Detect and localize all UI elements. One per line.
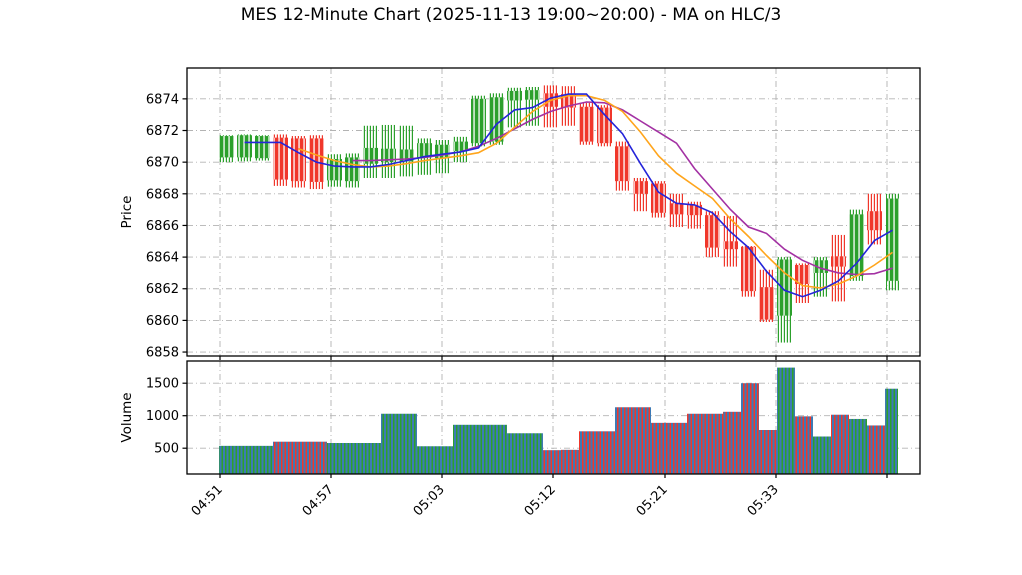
volume-tick-label: 1500 xyxy=(146,377,179,392)
price-tick-label: 6862 xyxy=(146,282,179,297)
volume-bar xyxy=(453,424,471,474)
volume-bar xyxy=(795,416,813,474)
x-tick-label: 05:21 xyxy=(634,482,671,519)
price-tick-label: 6874 xyxy=(146,92,179,107)
volume-bar xyxy=(255,445,273,474)
candle-body xyxy=(795,265,810,284)
candle-body xyxy=(489,97,504,142)
volume-bar xyxy=(579,431,597,474)
volume-bar xyxy=(651,422,669,474)
volume-bar xyxy=(759,430,777,474)
volume-bar xyxy=(291,441,309,474)
candle-body xyxy=(219,136,234,158)
candle-body xyxy=(669,203,684,215)
volume-bar xyxy=(705,413,723,474)
candle-body xyxy=(327,158,342,181)
candle-body xyxy=(886,198,899,281)
price-tick-label: 6858 xyxy=(146,346,179,361)
volume-bar xyxy=(831,414,849,474)
candle-body xyxy=(453,141,468,152)
volume-bar xyxy=(633,407,651,474)
candle-body xyxy=(399,149,414,162)
volume-bar xyxy=(417,446,435,474)
candle-body xyxy=(291,138,306,182)
volume-bar xyxy=(669,422,687,474)
candle-body xyxy=(579,106,594,142)
volume-tick-label: 1000 xyxy=(146,409,179,424)
candle-body xyxy=(381,148,396,163)
volume-bar xyxy=(525,433,543,474)
candle-body xyxy=(273,137,288,180)
volume-bar xyxy=(741,383,759,474)
volume-bar xyxy=(273,441,291,474)
x-tick-label: 04:51 xyxy=(189,482,226,519)
volume-bar xyxy=(543,450,561,474)
candle-body xyxy=(687,204,702,216)
candle-body xyxy=(759,287,774,320)
volume-bar xyxy=(489,424,507,474)
volume-bar xyxy=(597,431,615,474)
candle-body xyxy=(417,143,432,158)
candle-body xyxy=(237,135,252,158)
price-tick-label: 6868 xyxy=(146,187,179,202)
price-tick-label: 6866 xyxy=(146,219,179,234)
volume-bar xyxy=(813,436,831,474)
candle-body xyxy=(525,90,540,100)
candle-body xyxy=(615,146,630,182)
x-tick-label: 04:57 xyxy=(300,482,337,519)
volume-bar xyxy=(363,443,381,474)
volume-bar xyxy=(309,441,327,474)
candle-body xyxy=(867,211,882,231)
volume-bar xyxy=(849,418,867,474)
volume-bar xyxy=(507,433,525,474)
candle-body xyxy=(849,214,864,277)
volume-bar xyxy=(777,367,795,474)
volume-bar xyxy=(399,413,417,474)
candle-wick xyxy=(831,234,846,302)
candle-body xyxy=(723,241,738,250)
volume-bar xyxy=(471,424,489,474)
volume-bar xyxy=(345,443,363,474)
candle-body xyxy=(309,138,324,182)
price-axis-label: Price xyxy=(119,196,135,229)
price-tick-label: 6870 xyxy=(146,156,179,171)
candle-body xyxy=(705,215,720,248)
ma-fast-blue xyxy=(244,93,893,298)
candle-body xyxy=(255,136,270,159)
candle-body xyxy=(777,259,792,316)
price-tick-label: 6864 xyxy=(146,251,179,266)
price-tick-label: 6860 xyxy=(146,314,179,329)
x-tick-label: 05:33 xyxy=(745,482,782,519)
volume-bar xyxy=(435,446,453,474)
volume-bar xyxy=(885,388,898,474)
volume-bar xyxy=(867,425,885,474)
candle-body xyxy=(831,256,846,267)
volume-bar xyxy=(219,445,237,474)
price-tick-label: 6872 xyxy=(146,124,179,139)
volume-bar xyxy=(381,413,399,474)
volume-bar xyxy=(561,449,579,474)
chart-title: MES 12-Minute Chart (2025-11-13 19:00~20… xyxy=(240,5,782,25)
candle-body xyxy=(633,181,648,194)
candle-body xyxy=(471,98,486,144)
volume-axis-label: Volume xyxy=(119,392,135,442)
volume-bar xyxy=(237,445,255,474)
volume-bar xyxy=(723,411,741,474)
volume-bar xyxy=(687,413,705,474)
volume-bar xyxy=(615,407,633,474)
candle-body xyxy=(507,90,522,101)
candle-body xyxy=(651,183,666,213)
x-tick-label: 05:03 xyxy=(411,482,448,519)
x-tick-label: 05:12 xyxy=(522,482,559,519)
candle-body xyxy=(741,246,756,292)
volume-bar xyxy=(327,443,345,474)
volume-tick-label: 500 xyxy=(154,442,179,457)
ma-medium-orange xyxy=(298,94,893,289)
candle-body xyxy=(597,107,612,144)
